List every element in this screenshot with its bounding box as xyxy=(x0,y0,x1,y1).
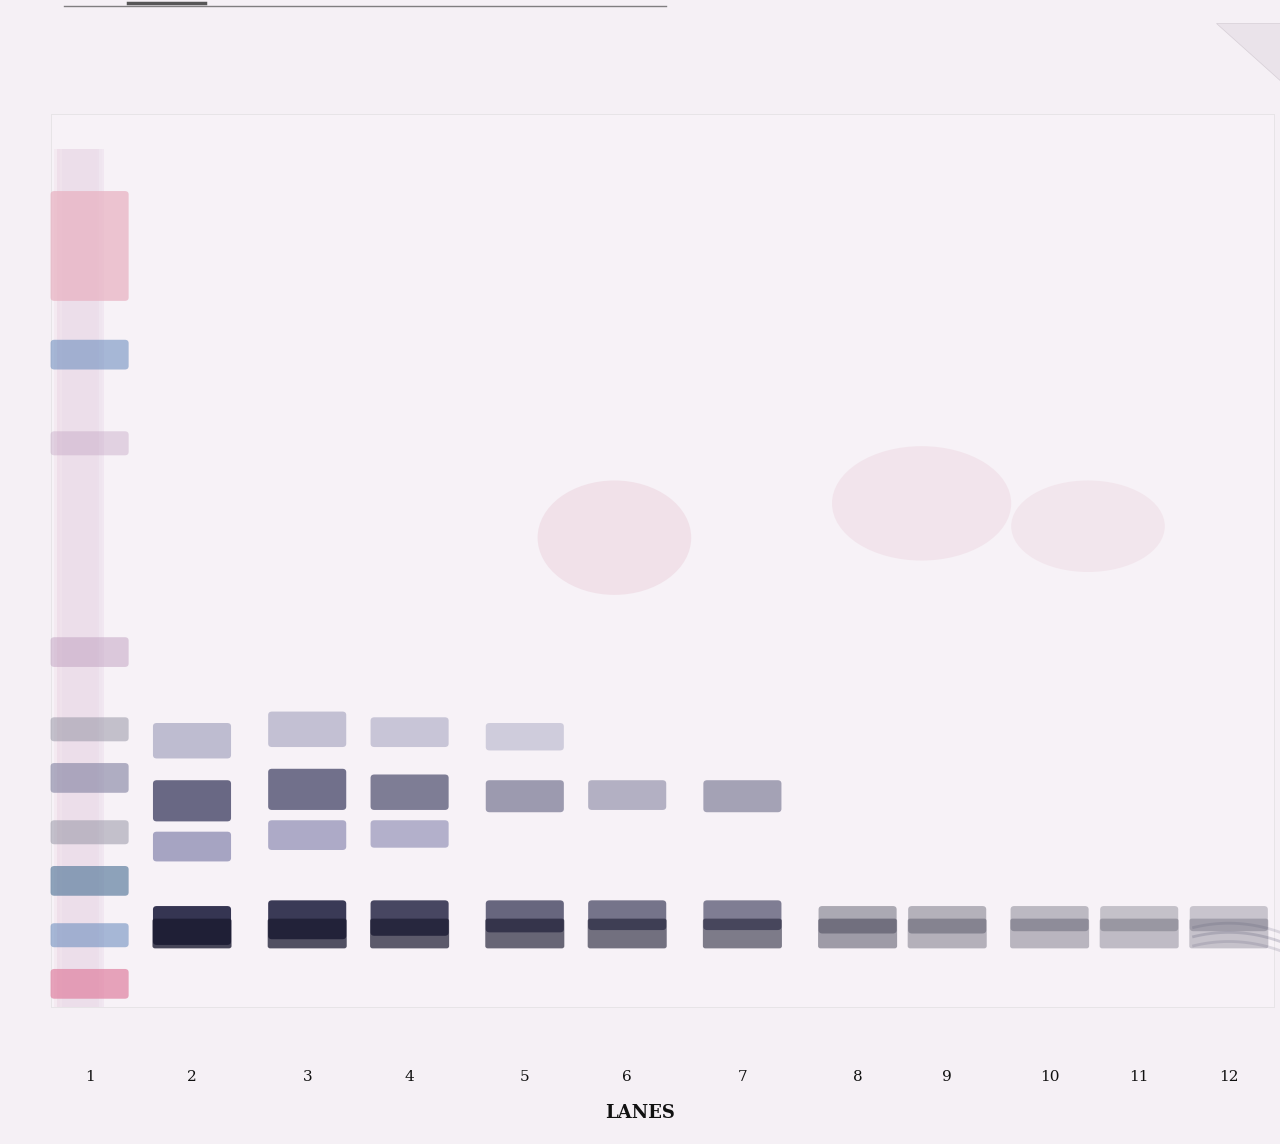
FancyBboxPatch shape xyxy=(909,906,987,934)
FancyBboxPatch shape xyxy=(1011,906,1089,931)
FancyBboxPatch shape xyxy=(704,900,781,930)
FancyBboxPatch shape xyxy=(485,780,563,812)
FancyBboxPatch shape xyxy=(51,969,129,999)
FancyBboxPatch shape xyxy=(51,637,129,667)
FancyBboxPatch shape xyxy=(51,866,129,896)
FancyBboxPatch shape xyxy=(268,919,347,948)
FancyBboxPatch shape xyxy=(1101,906,1179,931)
FancyBboxPatch shape xyxy=(908,919,987,948)
Text: 7: 7 xyxy=(737,1070,748,1083)
FancyBboxPatch shape xyxy=(51,717,129,741)
Ellipse shape xyxy=(832,446,1011,561)
FancyBboxPatch shape xyxy=(152,919,232,948)
FancyBboxPatch shape xyxy=(485,919,564,948)
FancyBboxPatch shape xyxy=(818,919,897,948)
FancyBboxPatch shape xyxy=(154,780,230,821)
FancyBboxPatch shape xyxy=(63,149,105,1007)
FancyBboxPatch shape xyxy=(269,900,346,939)
FancyBboxPatch shape xyxy=(588,919,667,948)
FancyBboxPatch shape xyxy=(1010,919,1089,948)
FancyBboxPatch shape xyxy=(371,900,449,936)
FancyBboxPatch shape xyxy=(589,780,667,810)
FancyBboxPatch shape xyxy=(154,906,230,945)
FancyBboxPatch shape xyxy=(371,717,449,747)
Text: 4: 4 xyxy=(404,1070,415,1083)
Text: 3: 3 xyxy=(302,1070,312,1083)
FancyBboxPatch shape xyxy=(819,906,897,934)
Text: 6: 6 xyxy=(622,1070,632,1083)
FancyBboxPatch shape xyxy=(703,919,782,948)
FancyBboxPatch shape xyxy=(51,340,129,370)
Text: 11: 11 xyxy=(1129,1070,1149,1083)
Text: 5: 5 xyxy=(520,1070,530,1083)
FancyBboxPatch shape xyxy=(51,820,129,844)
FancyBboxPatch shape xyxy=(370,919,449,948)
FancyBboxPatch shape xyxy=(51,191,129,301)
FancyBboxPatch shape xyxy=(371,820,449,848)
FancyBboxPatch shape xyxy=(704,780,781,812)
FancyBboxPatch shape xyxy=(485,900,563,932)
Text: 8: 8 xyxy=(852,1070,863,1083)
FancyBboxPatch shape xyxy=(55,149,97,1007)
FancyBboxPatch shape xyxy=(51,114,1274,1007)
Polygon shape xyxy=(1216,23,1280,92)
Text: 9: 9 xyxy=(942,1070,952,1083)
FancyBboxPatch shape xyxy=(371,774,449,810)
FancyBboxPatch shape xyxy=(269,712,346,747)
FancyBboxPatch shape xyxy=(58,149,100,1007)
FancyBboxPatch shape xyxy=(1190,906,1267,931)
Ellipse shape xyxy=(1011,480,1165,572)
Text: 10: 10 xyxy=(1039,1070,1060,1083)
FancyBboxPatch shape xyxy=(589,900,667,930)
FancyBboxPatch shape xyxy=(1100,919,1179,948)
Text: 1: 1 xyxy=(84,1070,95,1083)
FancyBboxPatch shape xyxy=(154,723,230,758)
FancyBboxPatch shape xyxy=(60,149,102,1007)
FancyBboxPatch shape xyxy=(485,723,563,750)
FancyBboxPatch shape xyxy=(269,820,346,850)
FancyBboxPatch shape xyxy=(51,431,129,455)
Text: 2: 2 xyxy=(187,1070,197,1083)
FancyBboxPatch shape xyxy=(154,832,230,861)
FancyBboxPatch shape xyxy=(269,769,346,810)
Ellipse shape xyxy=(538,480,691,595)
Text: LANES: LANES xyxy=(605,1104,675,1122)
FancyBboxPatch shape xyxy=(51,763,129,793)
Text: 12: 12 xyxy=(1219,1070,1239,1083)
FancyBboxPatch shape xyxy=(1189,919,1268,948)
FancyBboxPatch shape xyxy=(51,923,129,947)
